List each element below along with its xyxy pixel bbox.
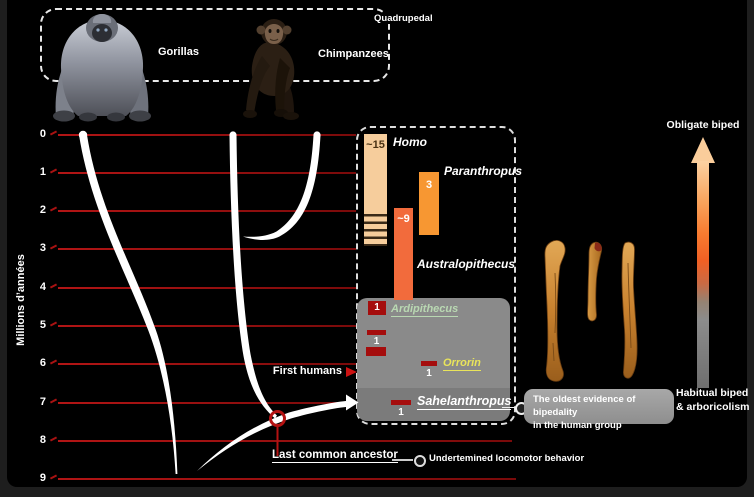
chimp-face [264, 24, 284, 44]
femur-large [544, 240, 566, 382]
ardipithecus-mark-b [366, 347, 386, 356]
orrorin-range-bar [421, 361, 437, 366]
timeline-line-7ma [58, 402, 356, 404]
axis-label-2: 2 [39, 204, 46, 216]
quadrupedal-label: Quadrupedal [371, 13, 436, 24]
chimp-hand [243, 110, 257, 118]
gorilla-eye [104, 28, 108, 32]
habitual-line1: Habitual biped [676, 387, 749, 399]
timeline-line-9ma [58, 478, 516, 480]
femur-medium-broken-end [594, 242, 602, 252]
gorilla-foot [107, 112, 125, 122]
homo-bar [364, 134, 387, 209]
timeline-line-4ma [58, 287, 356, 289]
habitual-line2: & arboricolism [676, 401, 750, 413]
axis-label-9: 9 [39, 472, 46, 484]
chimpanzee-image [243, 19, 299, 120]
gorillas-label: Gorillas [158, 46, 199, 58]
sahelanthropus-range-bar [391, 400, 411, 405]
paranthropus-bar [419, 172, 439, 235]
paranthropus-label: Paranthropus [444, 164, 523, 178]
ardipithecus-bar-count: 1 [373, 336, 380, 347]
last-common-ancestor-label: Last common ancestor [272, 449, 398, 463]
timeline-line-6ma [58, 363, 356, 365]
oldest-evidence-callout: The oldest evidence of bipedality in the… [524, 389, 674, 431]
chimp-front-arm [275, 58, 290, 112]
chimp-mouth [269, 38, 279, 41]
australopithecus-count: ~9 [397, 213, 410, 225]
axis-label-3: 3 [39, 242, 46, 254]
oldest-evidence-line2: in the human group [533, 420, 622, 431]
gorilla-body [60, 20, 144, 116]
axis-title: Millions d’années [15, 254, 27, 346]
sahelanthropus-gray-box [357, 388, 510, 421]
chimp-front-arm [246, 56, 270, 114]
ardipithecus-box-count: 1 [374, 302, 380, 313]
timeline-line-8ma [58, 440, 512, 442]
timeline-line-5ma [58, 325, 356, 327]
gorilla-foot [79, 112, 97, 122]
first-humans-label: First humans [272, 365, 342, 377]
chimp-eye [276, 29, 280, 33]
sahelanthropus-count: 1 [398, 407, 404, 418]
biped-arrow-head-icon [691, 137, 715, 163]
paranthropus-count: 3 [425, 179, 433, 191]
axis-label-5: 5 [39, 319, 46, 331]
femur-medium [587, 241, 603, 322]
femur-curved-cracks [627, 262, 632, 349]
gorilla-face [92, 24, 112, 42]
axis-label-7: 7 [39, 396, 46, 408]
axis-label-1: 1 [39, 166, 46, 178]
chimp-eye [268, 29, 272, 33]
ardipithecus-label: Ardipithecus [391, 303, 459, 317]
gorilla-fist [129, 110, 151, 122]
gorilla-image [53, 14, 151, 122]
chimpanzees-label: Chimpanzees [318, 48, 389, 60]
ardipithecus-range-box [368, 301, 386, 315]
biped-arrow-shaft [697, 161, 709, 388]
undetermined-node-circle [414, 455, 426, 467]
ardipithecus-mark-a [367, 330, 386, 335]
first-humans-arrow-icon [346, 367, 357, 377]
habitual-biped-label: Habitual biped & arboricolism [676, 386, 750, 414]
oldest-evidence-connector-line [502, 406, 518, 408]
australopithecus-label: Australopithecus [417, 257, 516, 271]
axis-label-6: 6 [39, 357, 46, 369]
gorilla-fist [53, 110, 75, 122]
sahelanthropus-label: Sahelanthropus [417, 394, 512, 410]
gorilla-eye [96, 28, 100, 32]
fossil-femur-images [544, 240, 638, 382]
axis-label-4: 4 [39, 281, 46, 293]
gorilla-crest [92, 14, 112, 23]
obligate-biped-label: Obligate biped [666, 119, 740, 131]
timeline-line-0ma [58, 134, 356, 136]
orrorin-count: 1 [426, 368, 432, 379]
femur-large-cracks [552, 272, 557, 362]
hominin-dashed-box [356, 126, 516, 425]
homo-bar-hatched [364, 209, 387, 246]
undetermined-label: Undertemined locomotor behavior [429, 453, 585, 464]
chimp-ear [282, 25, 292, 35]
axis-label-0: 0 [39, 128, 46, 140]
timeline-line-3ma [58, 248, 356, 250]
chimp-foot [283, 112, 299, 120]
australopithecus-bar [394, 208, 413, 300]
timeline-line-2ma [58, 210, 356, 212]
quadrupedal-apes-box [40, 8, 390, 82]
axis-label-8: 8 [39, 434, 46, 446]
chimp-ear [256, 25, 266, 35]
homo-count: ~15 [366, 139, 385, 151]
oldest-evidence-line1: The oldest evidence of bipedality [533, 394, 636, 418]
homo-label: Homo [393, 135, 427, 149]
timeline-line-1ma [58, 172, 356, 174]
orrorin-label: Orrorin [443, 357, 481, 371]
undetermined-connector-line [392, 459, 413, 461]
